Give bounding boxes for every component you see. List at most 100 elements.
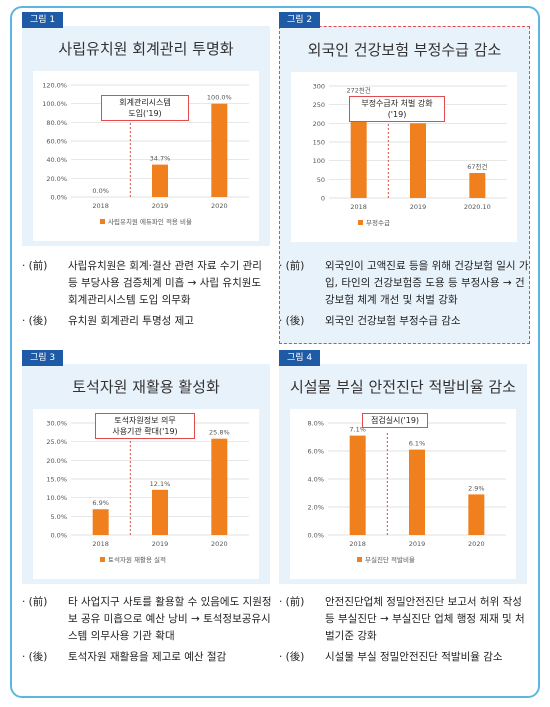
chart-svg: 0.0% 5.0% 10.0% 15.0% 20.0% 25.0% 30.0% 6.9% 201… [46, 420, 249, 564]
bullet-text: 타 사업지구 사토를 활용할 수 있음에도 지원정보 공유 미흡으로 예산 낭비… [68, 596, 272, 642]
legend-swatch [358, 220, 363, 225]
y-tick-label: 30.0% [46, 420, 67, 428]
chart-area: 0.0% 20.0% 40.0% 60.0% 80.0% 100.0% 120.0% 0.0%… [33, 71, 259, 241]
outer-frame [10, 6, 540, 698]
bar [469, 172, 486, 198]
y-tick-label: 8.0% [307, 420, 324, 428]
x-tick-label: 2020 [211, 202, 228, 210]
annotation-line: 토석자원정보 의무 [114, 416, 176, 425]
annotation-line: 부정수급자 처벌 강화 [361, 99, 433, 108]
x-tick-label: 2020.10 [464, 203, 491, 211]
bullet-text: 외국인이 고액진료 등을 위해 건강보험 일시 가입, 타인의 건강보험증 도용… [325, 260, 529, 306]
legend-label: 토석자원 재활용 실적 [108, 555, 166, 564]
bar [211, 438, 228, 535]
legend-swatch [100, 219, 105, 224]
bullet-text: 외국인 건강보험 부정수급 감소 [325, 315, 461, 327]
y-tick-label: 20.0% [46, 457, 67, 465]
data-label: 6.1% [409, 440, 426, 448]
data-label: 25.8% [209, 429, 230, 437]
y-tick-label: 20.0% [46, 175, 67, 183]
annotation-line: ('19) [387, 110, 407, 119]
y-tick-label: 60.0% [46, 138, 67, 146]
annotation-line: 사용기관 확대('19) [112, 427, 178, 436]
bullet-text: 시설물 부실 정밀안전진단 적발비율 감소 [325, 651, 503, 663]
bullet-mark: · (後) [22, 315, 48, 327]
chart-svg: 0.0% 20.0% 40.0% 60.0% 80.0% 100.0% 120.0% 0.0%… [42, 82, 249, 226]
figure-tag: 그림 4 [279, 350, 321, 366]
x-tick-label: 2019 [409, 540, 426, 548]
bullet-before: · (前) 안전진단업체 정밀안전진단 보고서 허위 작성 등 부실진단 → 부실… [279, 594, 529, 645]
x-tick-label: 2018 [92, 202, 109, 210]
chart-area: 0.0% 2.0% 4.0% 6.0% 8.0% 7.1% 2018 6.1% 2019 2.9%… [290, 409, 516, 579]
y-tick-label: 5.0% [50, 513, 67, 521]
bullet-before: · (前) 사립유치원은 회계·결산 관련 자료 수기 관리 등 부당사용 검증체… [22, 258, 272, 309]
bullet-mark: · (後) [22, 651, 48, 663]
x-tick-label: 2018 [350, 203, 367, 211]
data-label: 0.0% [92, 187, 109, 195]
panel-box: 외국인 건강보험 부정수급 감소 0 50 100 150 200 250 300 272천건… [279, 26, 530, 344]
bar [152, 164, 168, 197]
bullet-list: · (前) 사립유치원은 회계·결산 관련 자료 수기 관리 등 부당사용 검증체… [22, 258, 272, 334]
y-tick-label: 0 [321, 195, 325, 203]
y-tick-label: 2.0% [307, 504, 324, 512]
bullet-text: 안전진단업체 정밀안전진단 보고서 허위 작성 등 부실진단 → 부실진단 업체… [325, 596, 525, 642]
annotation-line: 회계관리시스템 [119, 98, 171, 107]
bar [410, 123, 426, 198]
x-tick-label: 2019 [410, 203, 427, 211]
x-tick-label: 2020 [468, 540, 485, 548]
bullet-list: · (前) 외국인이 고액진료 등을 위해 건강보험 일시 가입, 타인의 건강보… [279, 258, 529, 334]
figure-tag: 그림 3 [22, 350, 64, 366]
bar [211, 103, 228, 197]
y-tick-label: 100.0% [42, 100, 67, 108]
bullet-after: · (後) 외국인 건강보험 부정수급 감소 [279, 313, 529, 330]
x-tick-label: 2018 [92, 540, 109, 548]
data-label: 7.1% [349, 426, 366, 434]
bullet-list: · (前) 안전진단업체 정밀안전진단 보고서 허위 작성 등 부실진단 → 부실… [279, 594, 529, 670]
bar [409, 449, 425, 535]
annotation-box: 부정수급자 처벌 강화 ('19) [349, 96, 445, 122]
panel-title: 외국인 건강보험 부정수급 감소 [307, 41, 502, 59]
bullet-after: · (後) 시설물 부실 정밀안전진단 적발비율 감소 [279, 649, 529, 666]
bullet-mark: · (前) [279, 260, 305, 272]
bullet-text: 토석자원 재활용을 제고로 예산 절감 [68, 651, 227, 663]
panel-title: 토석자원 재활용 활성화 [72, 378, 220, 396]
y-tick-label: 100 [313, 157, 325, 165]
bullet-mark: · (前) [22, 260, 48, 272]
data-label: 67천건 [467, 162, 487, 171]
y-tick-label: 0.0% [307, 532, 324, 540]
chart-area: 050100150200250300272천건2018200천건201967천건… [291, 72, 517, 242]
legend-label: 부정수급 [366, 218, 390, 227]
x-tick-label: 2019 [152, 202, 169, 210]
panel-title: 사립유치원 회계관리 투명화 [58, 40, 234, 58]
panel-box: 시설물 부실 안전진단 적발비율 감소 0.0% 2.0% 4.0% 6.0% 8.0%… [279, 364, 527, 584]
chart-svg: 0.0% 2.0% 4.0% 6.0% 8.0% 7.1% 2018 6.1% 2019 2.9%… [307, 420, 506, 564]
bullet-mark: · (後) [279, 651, 305, 663]
y-tick-label: 6.0% [307, 448, 324, 456]
panel-box: 토석자원 재활용 활성화 0.0% 5.0% 10.0% 15.0% 20.0% 25.0… [22, 364, 270, 584]
legend-label: 사립유치원 에듀파인 적용 비율 [108, 217, 192, 226]
data-label: 12.1% [150, 480, 171, 488]
bullet-before: · (前) 타 사업지구 사토를 활용할 수 있음에도 지원정보 공유 미흡으로 … [22, 594, 272, 645]
legend-swatch [100, 557, 105, 562]
annotation-box: 점검실시('19) [362, 413, 428, 428]
y-tick-label: 80.0% [46, 119, 67, 127]
y-tick-label: 40.0% [46, 156, 67, 164]
annotation-box: 토석자원정보 의무 사용기관 확대('19) [95, 413, 195, 439]
bar [349, 435, 366, 535]
y-tick-label: 4.0% [307, 476, 324, 484]
annotation-line: 도입('19) [128, 109, 162, 118]
bullet-mark: · (前) [22, 596, 48, 608]
y-tick-label: 15.0% [46, 476, 67, 484]
figure-tag: 그림 1 [22, 12, 64, 28]
annotation-line: 점검실시('19) [370, 416, 420, 425]
chart-area: 0.0% 5.0% 10.0% 15.0% 20.0% 25.0% 30.0% 6.9% 201… [33, 409, 259, 579]
bullet-mark: · (後) [279, 315, 305, 327]
x-tick-label: 2018 [349, 540, 366, 548]
data-label: 34.7% [150, 155, 171, 163]
bullet-text: 사립유치원은 회계·결산 관련 자료 수기 관리 등 부당사용 검증체계 미흡 … [68, 260, 262, 306]
figure-tag: 그림 2 [279, 12, 321, 28]
y-tick-label: 250 [313, 101, 325, 109]
y-tick-label: 200 [313, 120, 325, 128]
y-tick-label: 25.0% [46, 438, 67, 446]
annotation-box: 회계관리시스템 도입('19) [101, 95, 189, 121]
